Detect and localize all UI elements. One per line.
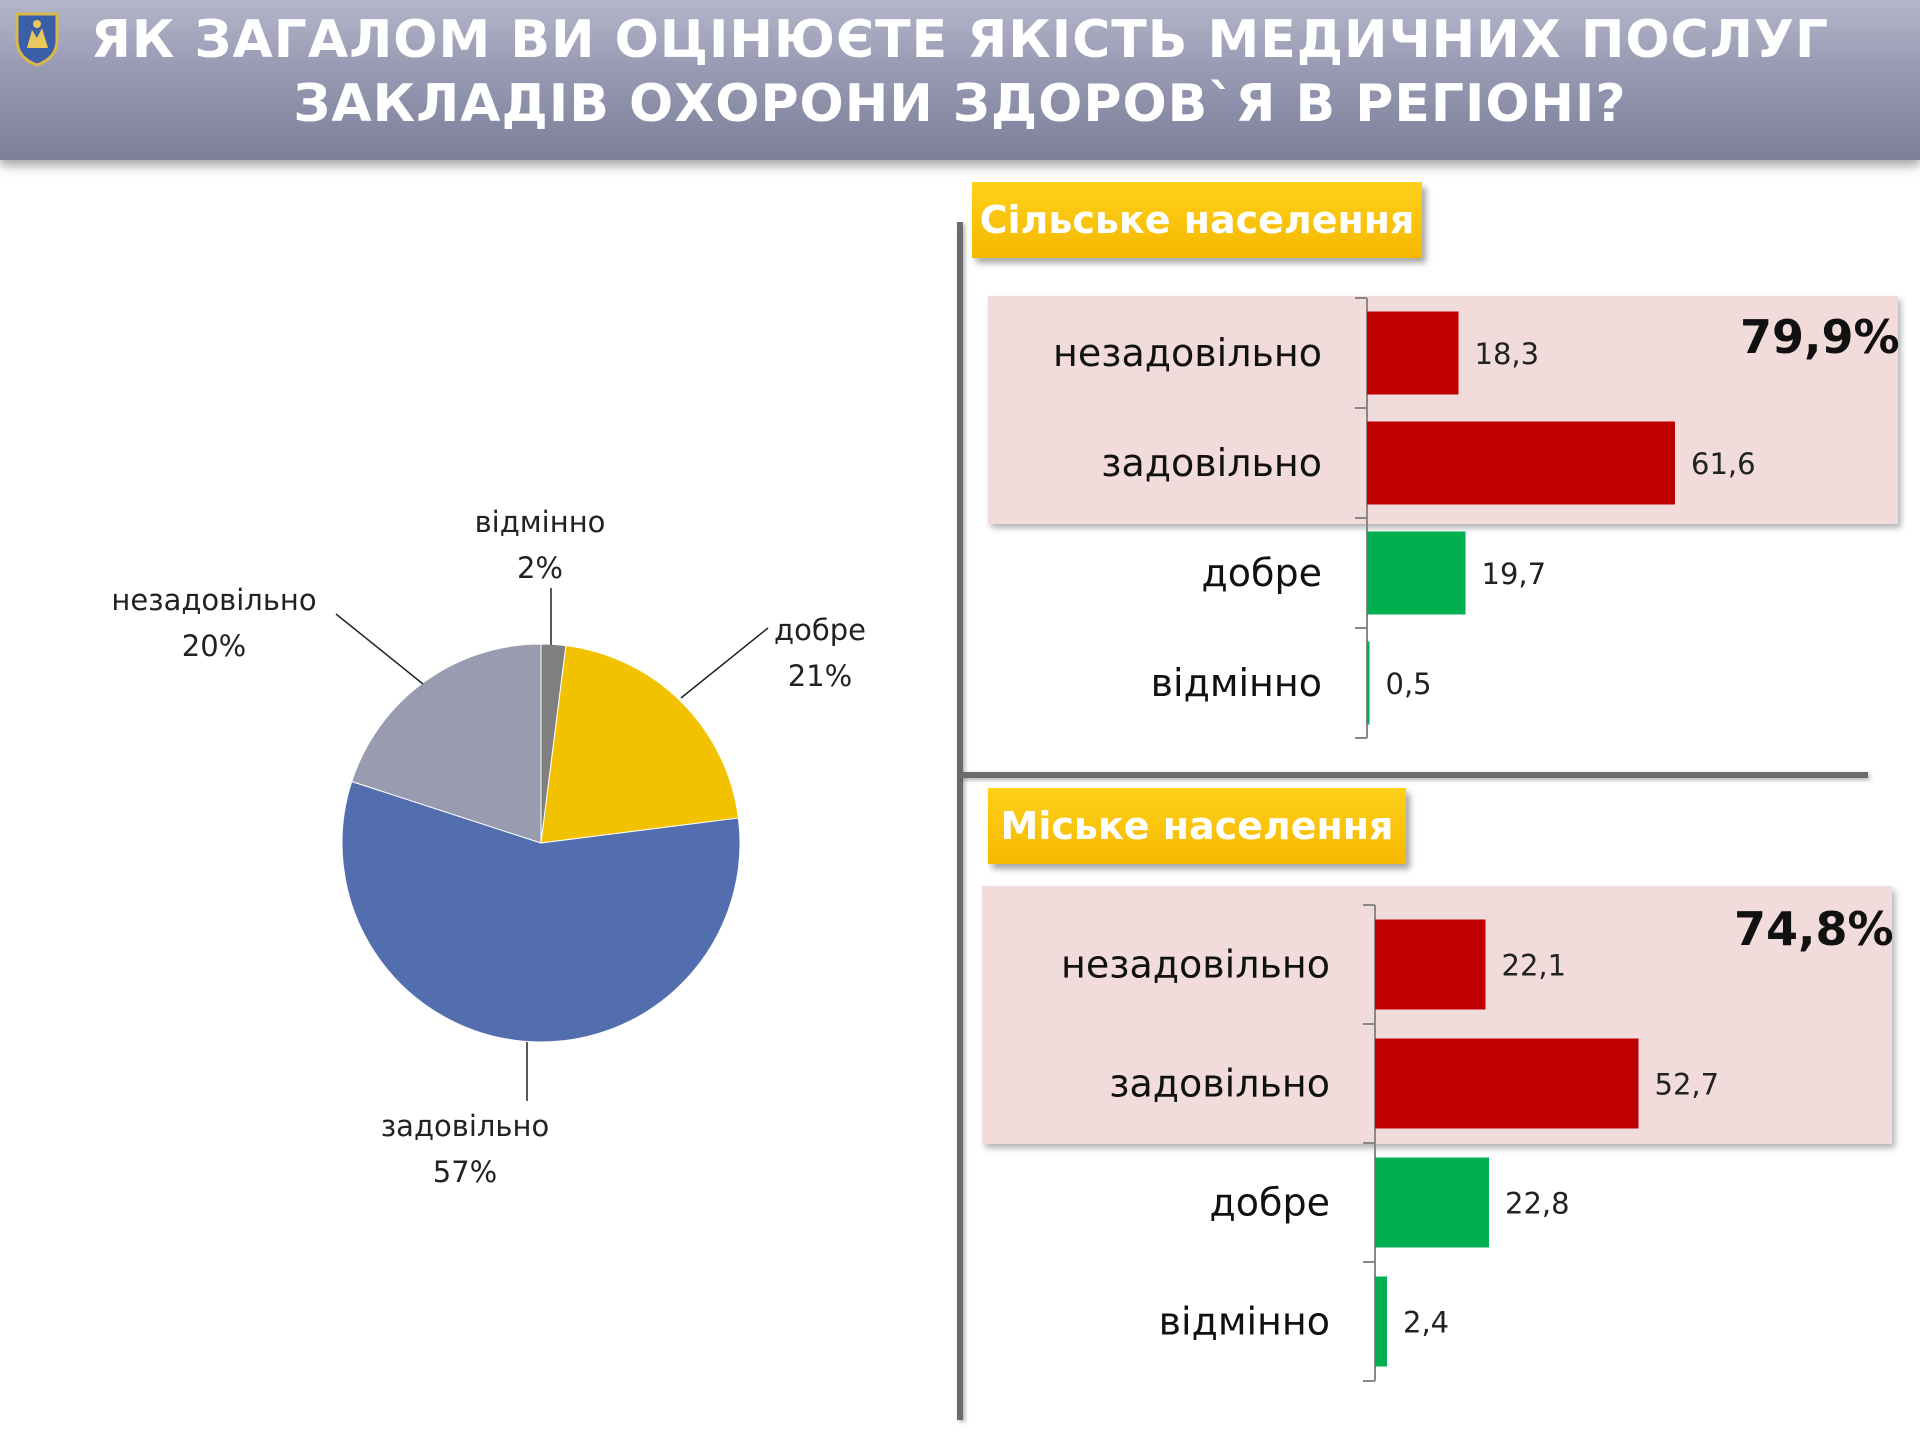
bar-category-label: добре	[1202, 551, 1322, 595]
urban-bar-chart: незадовільно 22,1 задовільно 52,7 добре 22,8 в…	[1061, 904, 1720, 1382]
bar-3	[1367, 641, 1370, 725]
bar-0	[1375, 919, 1486, 1010]
horizontal-divider	[960, 772, 1868, 778]
pie-leader-line	[335, 613, 424, 685]
bar-0	[1367, 311, 1459, 395]
bar-value-label: 22,1	[1502, 949, 1567, 983]
bar-value-label: 52,7	[1655, 1068, 1720, 1102]
rural-bar-chart: незадовільно 18,3 задовільно 61,6 добре 19,7 в…	[1053, 297, 1756, 739]
bar-value-label: 19,7	[1482, 557, 1547, 591]
vertical-divider	[957, 222, 963, 1420]
bar-value-label: 22,8	[1505, 1187, 1570, 1221]
pie-slice-2	[341, 780, 741, 1043]
bar-value-label: 18,3	[1475, 337, 1540, 371]
pie-slice-percent: 2%	[517, 551, 563, 585]
urban-section-badge: Міське населення	[988, 788, 1406, 864]
rural-total-percent: 79,9%	[1740, 310, 1900, 364]
bar-category-label: відмінно	[1151, 661, 1322, 705]
pie-slice-1	[540, 645, 739, 844]
bar-category-label: незадовільно	[1061, 943, 1330, 987]
pie-slice-name: незадовільно	[111, 583, 316, 617]
bar-1	[1367, 421, 1675, 505]
title-line-1: ЯК ЗАГАЛОМ ВИ ОЦІНЮЄТЕ ЯКІСТЬ МЕДИЧНИХ П…	[90, 10, 1830, 70]
bar-3	[1375, 1276, 1387, 1367]
bar-category-label: добре	[1210, 1181, 1330, 1225]
title-line-2: ЗАКЛАДІВ ОХОРОНИ ЗДОРОВ`Я В РЕГІОНІ?	[293, 74, 1627, 134]
bar-value-label: 61,6	[1691, 447, 1756, 481]
bar-1	[1375, 1038, 1639, 1129]
bar-2	[1375, 1157, 1489, 1248]
pie-slice-percent: 21%	[788, 659, 852, 693]
bar-category-label: задовільно	[1101, 441, 1322, 485]
pie-leader-line	[680, 627, 769, 699]
pie-slice-3	[351, 643, 542, 844]
pie-slice-name: задовільно	[381, 1109, 549, 1143]
page-title: ЯК ЗАГАЛОМ ВИ ОЦІНЮЄТЕ ЯКІСТЬ МЕДИЧНИХ П…	[60, 8, 1860, 136]
pie-slice-name: відмінно	[475, 505, 606, 539]
bar-category-label: задовільно	[1109, 1062, 1330, 1106]
bar-value-label: 2,4	[1403, 1306, 1449, 1340]
rural-section-badge: Сільське населення	[972, 182, 1422, 258]
pie-slice-percent: 20%	[182, 629, 246, 663]
bar-category-label: незадовільно	[1053, 331, 1322, 375]
pie-chart: відмінно 2% добре 21% задовільно 57% незадовіл…	[111, 505, 866, 1189]
urban-total-percent: 74,8%	[1734, 902, 1894, 956]
coat-of-arms-icon	[15, 12, 59, 67]
header-banner: ЯК ЗАГАЛОМ ВИ ОЦІНЮЄТЕ ЯКІСТЬ МЕДИЧНИХ П…	[0, 0, 1920, 160]
bar-category-label: відмінно	[1159, 1300, 1330, 1344]
bar-2	[1367, 531, 1466, 615]
pie-slice-percent: 57%	[433, 1155, 497, 1189]
bar-value-label: 0,5	[1386, 667, 1432, 701]
pie-slice-name: добре	[774, 613, 866, 647]
